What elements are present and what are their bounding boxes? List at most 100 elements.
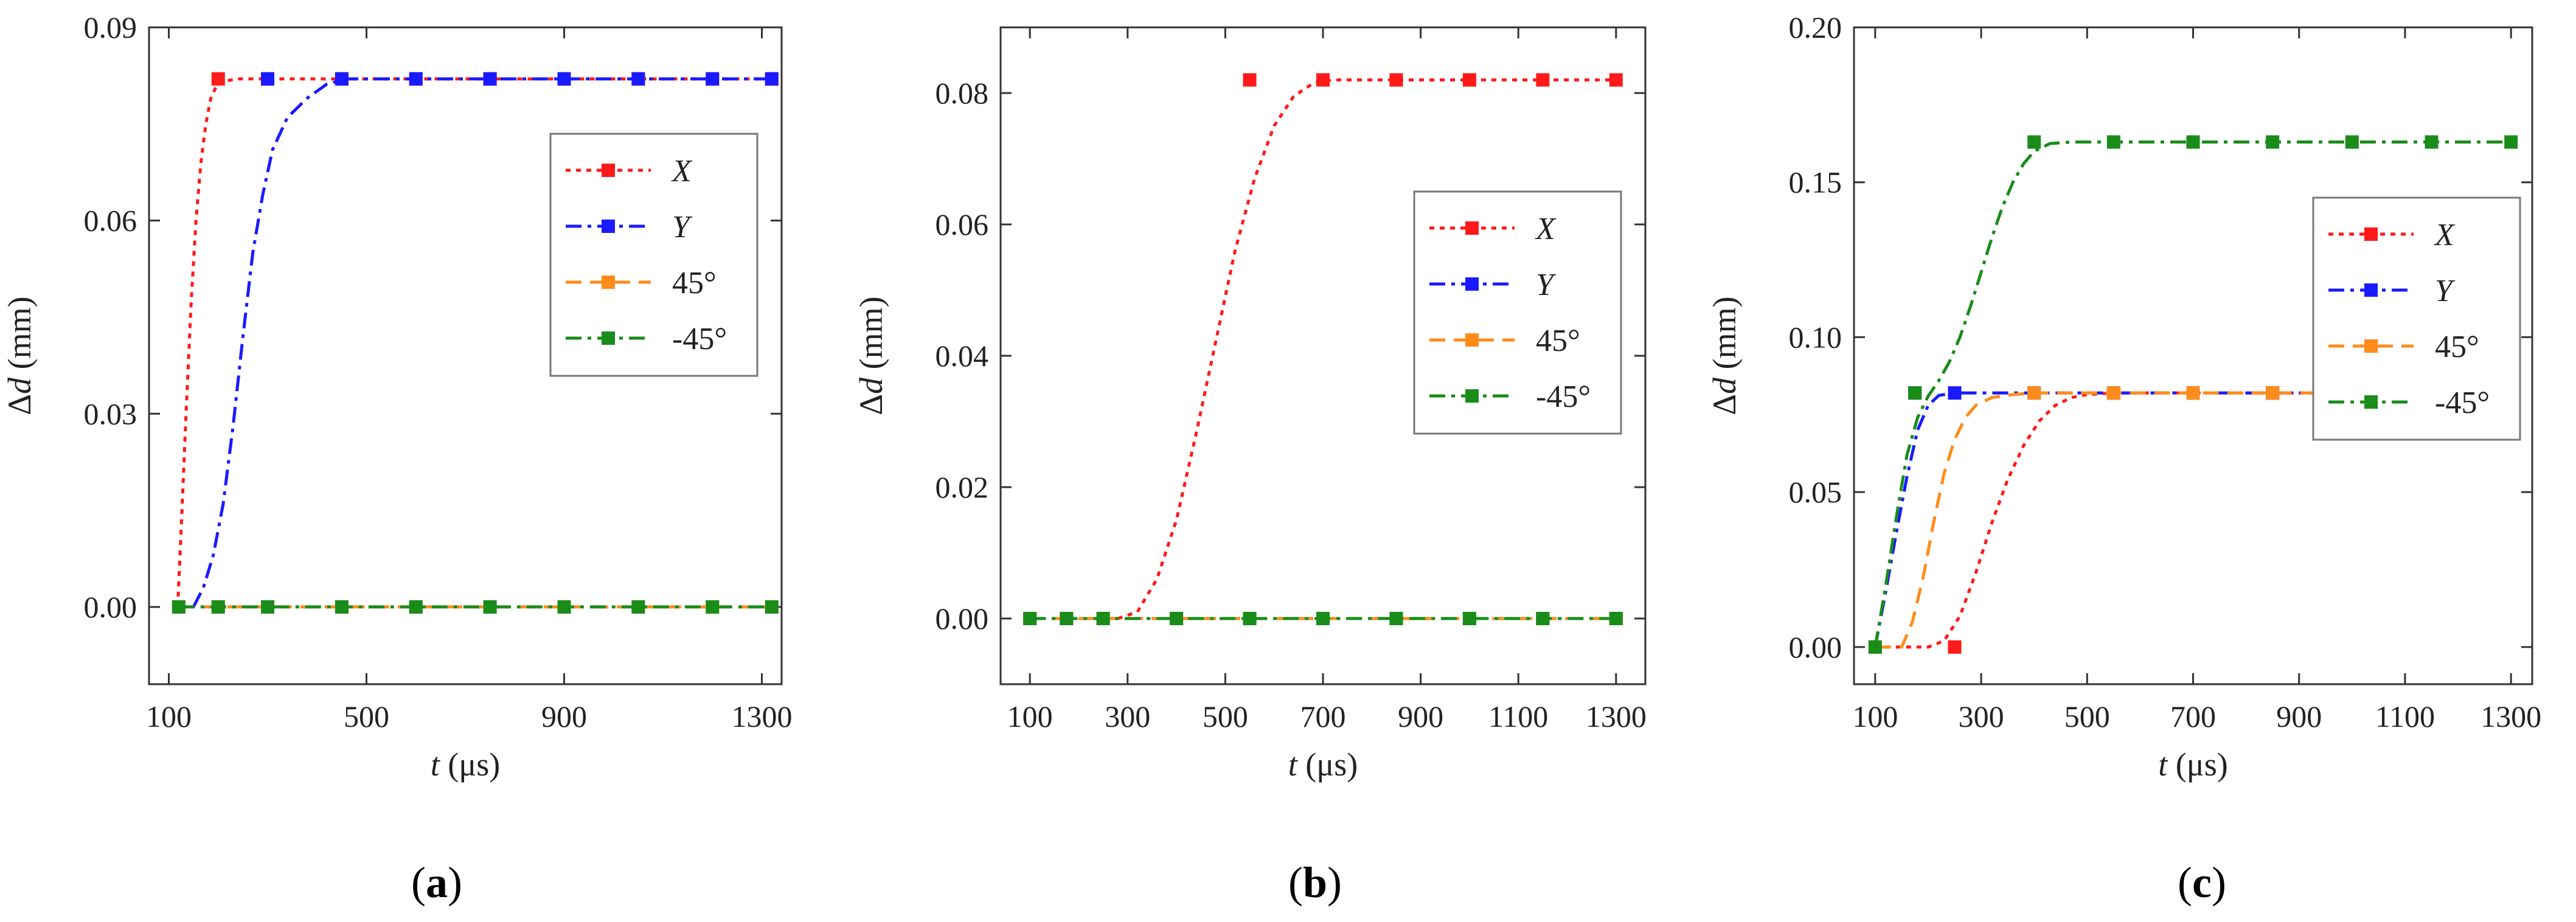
y-tick-label: 0.06 xyxy=(936,207,989,241)
data-point--45 xyxy=(1609,612,1623,625)
x-tick-label: 500 xyxy=(1203,699,1248,733)
series-line-X xyxy=(1875,391,2512,649)
data-point--45 xyxy=(1316,612,1330,625)
x-tick-label: 500 xyxy=(2064,699,2110,733)
data-point--45 xyxy=(1023,612,1037,625)
y-axis-label-var: d xyxy=(1706,377,1743,394)
x-axis-label: t (μs) xyxy=(431,746,500,783)
x-tick-label: 1100 xyxy=(2375,699,2435,733)
x-tick-label: 100 xyxy=(146,699,192,733)
chart-panel-a: 100 500 900 1300 0.00 0.03 0.06 0.09 t (μs) Δd (m… xyxy=(1,10,793,783)
y-axis-label: Δd (mm) xyxy=(1706,296,1743,415)
y-axis-label-prefix: Δ xyxy=(1,394,38,415)
x-tick-label: 700 xyxy=(2170,699,2216,733)
data-point--45 xyxy=(557,600,571,614)
data-point--45 xyxy=(2027,135,2041,149)
y-tick-label: 0.08 xyxy=(936,76,989,110)
y-tick-label: 0.09 xyxy=(84,10,137,44)
y-axis-label-unit: (mm) xyxy=(1,296,38,369)
legend-label-45: 45° xyxy=(2435,330,2479,364)
data-point--45 xyxy=(1096,612,1110,625)
data-point--45 xyxy=(2345,135,2359,149)
legend-label-X: X xyxy=(1535,212,1557,246)
x-tick-label: 300 xyxy=(1105,699,1150,733)
data-point-X xyxy=(1948,640,1962,654)
y-axis-label-space xyxy=(1,369,38,378)
y-axis-label: Δd (mm) xyxy=(853,296,889,415)
legend-marker--45 xyxy=(1465,389,1479,403)
y-axis-label-unit: (mm) xyxy=(1706,296,1743,369)
data-point--45 xyxy=(765,600,779,614)
y-axis-label-prefix: Δ xyxy=(853,394,889,415)
x-tick-label: 900 xyxy=(1398,699,1443,733)
y-tick-label: 0.05 xyxy=(1789,475,1842,509)
panel-label-a: (a) xyxy=(411,858,462,907)
data-point-45 xyxy=(2186,386,2200,400)
legend-label-X: X xyxy=(671,154,693,189)
data-point-X xyxy=(1389,73,1403,87)
data-point-Y xyxy=(706,72,720,86)
y-axis-label-var: d xyxy=(853,377,889,394)
y-tick-label: 0.10 xyxy=(1789,320,1842,354)
y-axis-label: Δd (mm) xyxy=(1,296,38,415)
x-tick-label: 700 xyxy=(1300,699,1346,733)
x-axis-label-unit: (μs) xyxy=(2176,746,2228,783)
legend-label-45: 45° xyxy=(1536,324,1580,358)
data-point-45 xyxy=(2106,386,2120,400)
data-point-Y xyxy=(409,72,423,86)
series-line-Y xyxy=(192,77,772,608)
data-point-45 xyxy=(2266,386,2280,400)
legend-marker-45 xyxy=(1465,333,1479,347)
panel-label-b: (b) xyxy=(1288,858,1342,907)
data-point--45 xyxy=(172,600,186,614)
x-tick-label: 100 xyxy=(1852,699,1898,733)
x-axis-label-space xyxy=(440,746,448,783)
legend-marker-X xyxy=(2364,227,2378,241)
data-point-Y xyxy=(631,72,645,86)
data-point--45 xyxy=(2504,135,2518,149)
x-axis-label-unit: (μs) xyxy=(448,746,500,783)
x-tick-label: 500 xyxy=(344,699,389,733)
data-point-Y xyxy=(765,72,779,86)
data-point--45 xyxy=(483,600,497,614)
data-point-Y xyxy=(335,72,349,86)
data-point--45 xyxy=(706,600,720,614)
data-point--45 xyxy=(335,600,349,614)
data-point--45 xyxy=(261,600,274,614)
data-point-X xyxy=(211,72,225,86)
data-point-X xyxy=(1462,73,1476,87)
y-tick-label: 0.06 xyxy=(84,204,137,238)
data-point--45 xyxy=(1389,612,1403,625)
data-point-X xyxy=(1316,73,1330,87)
x-axis-label-space xyxy=(1297,746,1306,783)
y-axis-label-space xyxy=(1706,369,1743,378)
legend-marker-45 xyxy=(602,276,615,289)
legend-label-45: 45° xyxy=(672,266,717,300)
legend-box xyxy=(549,133,759,377)
y-tick-label: 0.15 xyxy=(1789,165,1842,199)
data-point-Y xyxy=(483,72,497,86)
data-point--45 xyxy=(2186,135,2200,149)
chart-panel-b: 100 300 500 700 900 1100 1300 0.00 0.02 0.04 0.06 0… xyxy=(853,26,1647,783)
legend-marker--45 xyxy=(2364,395,2378,409)
y-axis-label-unit: (mm) xyxy=(853,296,889,369)
x-axis-label-var: t xyxy=(2158,746,2168,783)
series-line--45 xyxy=(1873,140,2512,648)
data-point-Y xyxy=(557,72,571,86)
data-point-45 xyxy=(2027,386,2041,400)
x-tick-label: 300 xyxy=(1959,699,2004,733)
data-point--45 xyxy=(1908,386,1922,400)
y-axis-label-space xyxy=(853,369,889,378)
y-axis-label-var: d xyxy=(1,377,38,394)
data-point-Y xyxy=(1948,386,1962,400)
chart-panel-c: 100 300 500 700 900 1100 1300 0.00 0.05 0.10 0.15 0… xyxy=(1706,10,2541,783)
legend-marker-Y xyxy=(1465,277,1479,291)
data-point--45 xyxy=(409,600,423,614)
y-tick-label: 0.03 xyxy=(84,397,137,431)
y-tick-label: 0.02 xyxy=(936,470,989,504)
panel-label-c: (c) xyxy=(2178,858,2226,907)
series-line-45 xyxy=(1875,391,2512,649)
legend-marker-Y xyxy=(2364,283,2378,297)
data-point--45 xyxy=(2106,135,2120,149)
